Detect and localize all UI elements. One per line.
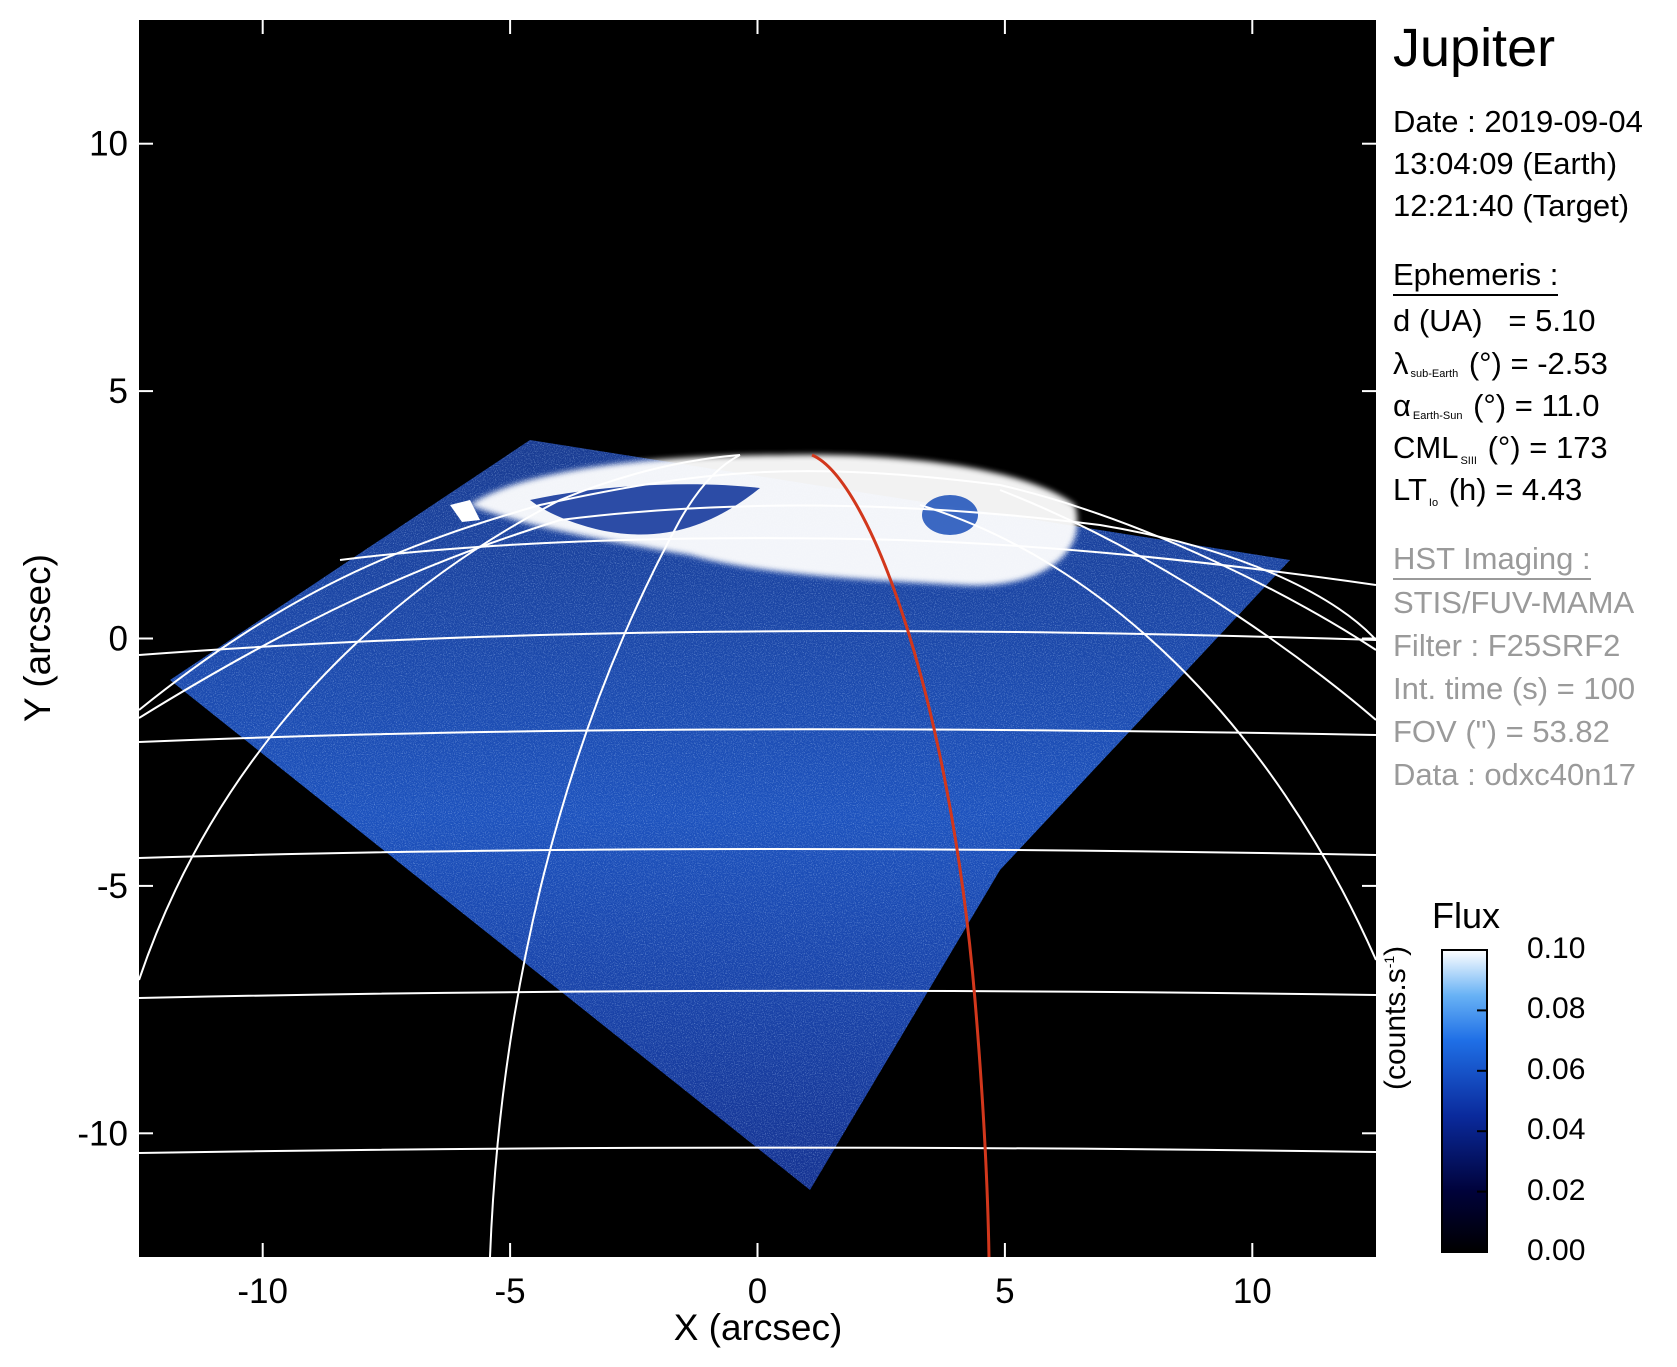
colorbar [1441,949,1488,1253]
y-tick-label: 0 [109,620,128,659]
x-axis-title: X (arcsec) [674,1307,843,1348]
colorbar-tick-label: 0.08 [1527,992,1586,1026]
y-tick-label: -5 [97,867,128,906]
colorbar-tick-label: 0.06 [1527,1052,1586,1086]
io-footprint-line [811,453,991,1257]
phase-angle-line: α Earth-Sun (°) = 11.0 [1393,388,1600,423]
ephemeris-header: Ephemeris : [1393,257,1559,296]
io-local-time-line: LT Io (h) = 4.43 [1393,472,1583,509]
date-line: Date : 2019-09-04 [1393,104,1643,139]
x-tick-label: -10 [237,1272,288,1311]
auroral-oval [450,454,1078,586]
distance-line: d (UA) = 5.10 [1393,303,1596,338]
y-tick-label: -10 [77,1114,128,1153]
hst-instrument: STIS/FUV-MAMA [1393,585,1635,620]
colorbar-tick-label: 0.04 [1527,1113,1586,1147]
x-tick-labels: -10 -5 0 5 10 [237,1272,1271,1311]
x-tick-label: 10 [1233,1272,1272,1311]
y-tick-labels: 10 5 0 -5 -10 [77,125,128,1154]
hst-integration-time: Int. time (s) = 100 [1393,671,1636,706]
x-tick-label: 5 [995,1272,1014,1311]
y-axis-title: Y (arcsec) [17,554,58,722]
x-tick-label: -5 [495,1272,526,1311]
colorbar-tick-label: 0.10 [1527,932,1586,965]
colorbar-tick-label: 0.02 [1527,1173,1586,1207]
sub-earth-latitude-line: λ sub-Earth (°) = -2.53 [1393,346,1608,381]
x-tick-label: 0 [748,1272,767,1311]
hst-dataset: Data : odxc40n17 [1393,757,1637,792]
hst-header: HST Imaging : [1393,541,1591,580]
colorbar-tick-label: 0.00 [1527,1234,1586,1267]
cml-line: CML SIII (°) = 173 [1393,430,1608,467]
y-tick-label: 5 [109,372,128,411]
colorbar-title: Flux [1432,895,1501,936]
colorbar-unit: (counts.s-1) [1379,945,1412,1090]
target-time-line: 12:21:40 (Target) [1393,188,1630,223]
planet-title: Jupiter [1393,18,1556,78]
hst-fov: FOV (") = 53.82 [1393,714,1610,749]
lat-lon-grid [139,454,1376,1257]
hst-filter: Filter : F25SRF2 [1393,628,1621,663]
y-tick-label: 10 [89,125,128,164]
earth-time-line: 13:04:09 (Earth) [1393,146,1618,181]
disk-noise [170,440,1290,1190]
